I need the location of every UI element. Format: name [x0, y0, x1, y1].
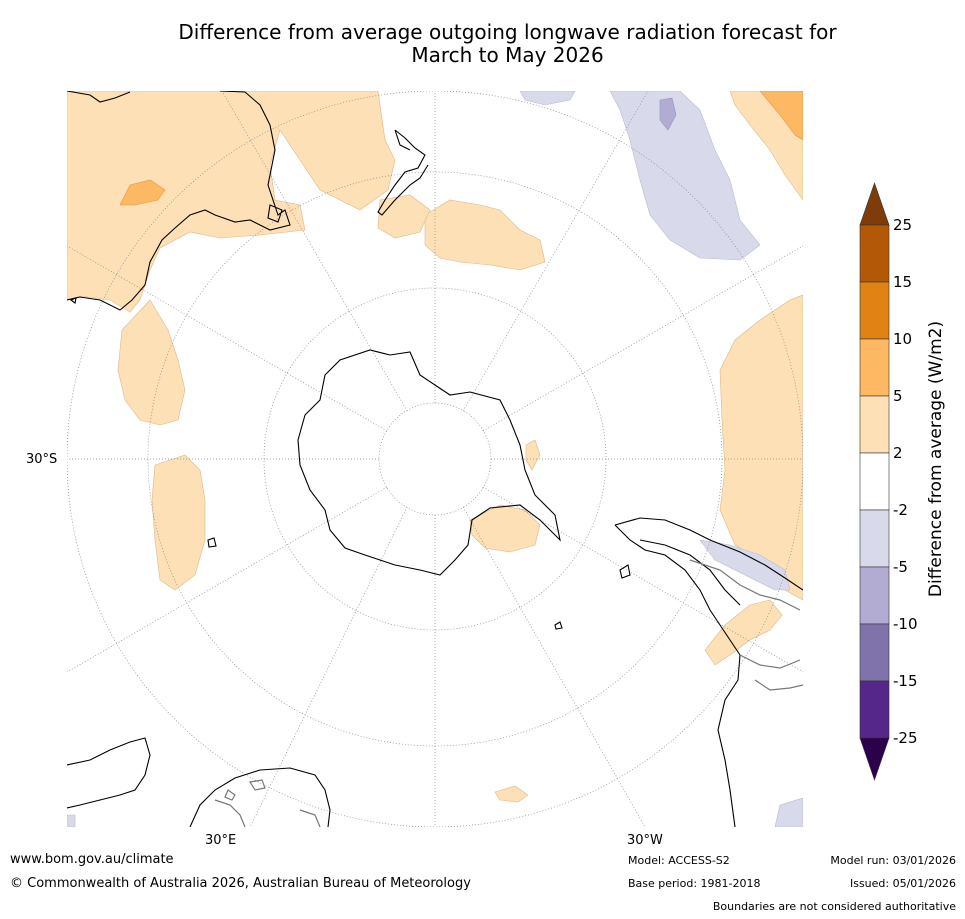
latitude-circle-75s	[378, 402, 492, 516]
colorbar-band-2-5	[859, 395, 890, 454]
colorbar-tick: 2	[893, 444, 903, 462]
island-south-georgia	[619, 564, 631, 579]
model-run-text: Model run: 03/01/2026	[830, 854, 956, 867]
anomaly-region-weddell	[525, 439, 541, 471]
colorbar-tick: -2	[893, 501, 908, 519]
meridian-60e	[67, 486, 388, 673]
antarctica-coastline	[297, 349, 561, 576]
anomaly-region-atlantic-small	[494, 785, 529, 803]
coastlines	[67, 91, 803, 827]
colorbar	[859, 182, 890, 781]
map-area	[67, 91, 803, 827]
tasmania-coastline	[267, 204, 283, 223]
colorbar-extend-top	[859, 182, 890, 226]
colorbar-band-m5-m2	[859, 509, 890, 568]
anomaly-region-indian-strip	[117, 299, 186, 426]
colorbar-tick: -10	[893, 615, 918, 633]
issued-text: Issued: 05/01/2026	[849, 877, 956, 890]
anomaly-region-warm-patch-indian	[119, 179, 166, 206]
anomaly-region-warm-patch-ne	[759, 91, 803, 141]
anomaly-region-pacific-cool-small	[519, 91, 576, 106]
anomaly-5-10-regions	[119, 91, 803, 206]
border-south-america-1	[689, 559, 801, 611]
label-30w: 30°W	[627, 833, 663, 848]
meridian-30w	[462, 506, 646, 827]
colorbar-band-neutral	[859, 452, 890, 511]
anomaly-region-sw-corner	[67, 814, 76, 827]
anomaly-region-nz-east	[424, 199, 546, 271]
colorbar-band-15-25	[859, 224, 890, 283]
colorbar-band-5-10	[859, 338, 890, 397]
border-south-america-2	[739, 654, 803, 691]
colorbar-tick: -15	[893, 672, 918, 690]
label-30s: 30°S	[26, 452, 58, 467]
model-text: Model: ACCESS-S2	[628, 854, 730, 867]
anomaly-region-south-america-cool	[699, 539, 791, 591]
base-period-text: Base period: 1981-2018	[628, 877, 761, 890]
colorbar-tick: 10	[893, 330, 913, 348]
anomaly-region-australia-indian	[67, 91, 396, 313]
colorbar-tick: 15	[893, 273, 913, 291]
south-america-inner-coast	[639, 539, 741, 606]
border-africa-4	[249, 779, 266, 791]
anomaly-region-pacific-cooler	[659, 97, 677, 131]
colorbar-tick: 25	[893, 216, 913, 234]
disclaimer-text: Boundaries are not considered authoritat…	[712, 900, 956, 913]
south-america-coastline	[614, 517, 803, 827]
copyright-text: © Commonwealth of Australia 2026, Austra…	[10, 876, 471, 891]
country-borders	[214, 559, 803, 827]
border-africa-1	[214, 799, 246, 827]
island-heard	[69, 297, 77, 304]
australia-coastline	[67, 91, 291, 311]
anomaly-m2-m5-regions	[67, 91, 803, 827]
anomaly-region-indian-south	[151, 454, 206, 591]
anomaly-region-tasman	[377, 194, 431, 239]
border-africa-3	[224, 789, 236, 801]
anomaly-2-5-regions	[67, 91, 803, 803]
title-line-1: Difference from average outgoing longwav…	[178, 20, 837, 44]
anomaly-region-brazil-coast	[704, 599, 783, 666]
colorbar-tick: -5	[893, 558, 908, 576]
anomaly-region-se-corner	[774, 797, 803, 827]
anomaly-m5-m10-regions	[659, 97, 677, 131]
colorbar-band-m10-m5	[859, 566, 890, 625]
chart-title: Difference from average outgoing longwav…	[0, 21, 965, 67]
colorbar-band-m25-m15	[859, 680, 890, 739]
border-africa-2	[299, 809, 321, 827]
graticule	[67, 91, 803, 827]
website-link[interactable]: www.bom.gov.au/climate	[10, 852, 174, 867]
colorbar-title: Difference from average (W/m2)	[926, 320, 946, 598]
island-kerguelen	[207, 537, 217, 548]
island-south-sandwich	[554, 621, 563, 630]
title-line-2: March to May 2026	[411, 43, 604, 67]
colorbar-band-m15-m10	[859, 623, 890, 682]
anomaly-region-pacific-cool	[609, 91, 761, 261]
new-zealand-coastline	[377, 129, 429, 216]
colorbar-extend-bottom	[859, 737, 890, 781]
southern-africa-coastline	[67, 737, 331, 827]
colorbar-tick: 5	[893, 387, 903, 405]
colorbar-tick: -25	[893, 729, 918, 747]
colorbar-band-10-15	[859, 281, 890, 340]
meridian-30e	[249, 506, 408, 827]
label-30e: 30°E	[205, 833, 237, 848]
